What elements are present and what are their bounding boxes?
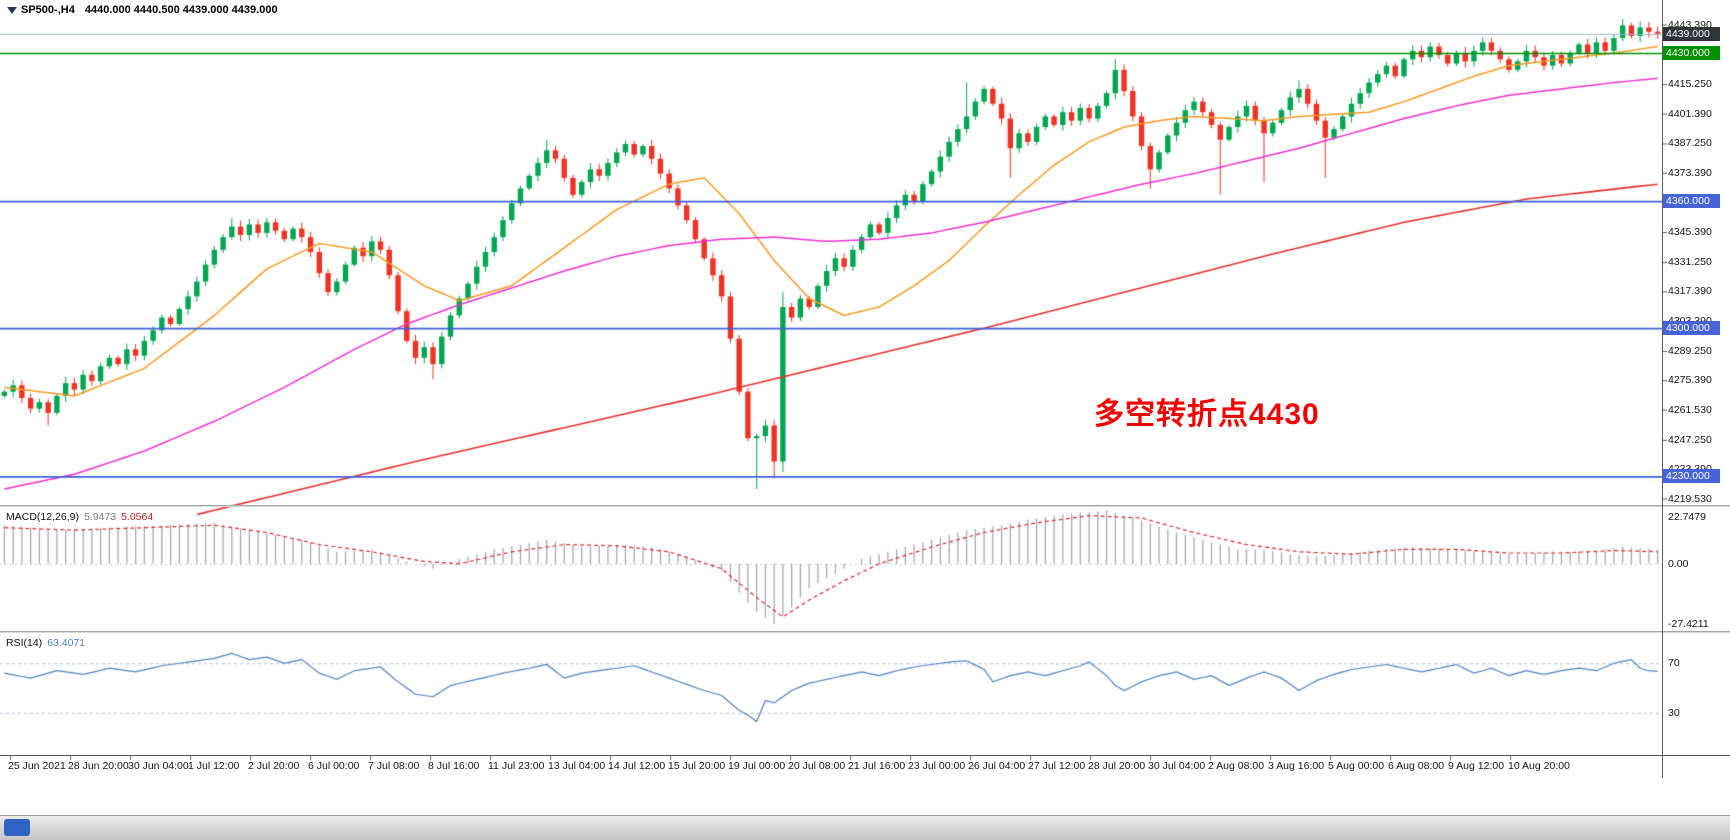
price-tick-label: 4331.250: [1668, 255, 1712, 268]
price-tick-label: 4345.390: [1668, 226, 1712, 239]
time-axis-label: 6 Aug 08:00: [1388, 760, 1445, 772]
time-axis-label: 8 Jul 16:00: [428, 760, 480, 772]
macd-axis-label: 22.7479: [1668, 511, 1706, 523]
price-axis-border: [1662, 0, 1663, 778]
chart-symbol-icon: [7, 7, 17, 14]
price-tick-label: 4317.390: [1668, 285, 1712, 298]
symbol-timeframe-label: SP500-,H4: [21, 4, 75, 16]
price-tag-4360.000: 4360.000: [1663, 194, 1720, 209]
price-tick-label: 4387.250: [1668, 137, 1712, 150]
price-tick-label: 4401.390: [1668, 107, 1712, 120]
time-axis-label: 6 Jul 00:00: [308, 760, 360, 772]
time-axis-label: 11 Jul 23:00: [488, 760, 545, 772]
time-axis-label: 25 Jun 2021: [8, 760, 66, 772]
time-axis-label: 9 Aug 12:00: [1448, 760, 1505, 772]
time-axis-label: 27 Jul 12:00: [1028, 760, 1086, 772]
chart-title: SP500-,H4 4440.000 4440.500 4439.000 443…: [21, 4, 278, 16]
time-axis-label: 28 Jun 20:00: [68, 760, 129, 772]
price-tag-4439.000: 4439.000: [1663, 26, 1720, 41]
macd-indicator-label: MACD(12,26,9) 5.9473 5.0564: [6, 511, 153, 523]
rsi-value: 63.4071: [47, 637, 86, 649]
time-axis-label: 10 Aug 20:00: [1508, 760, 1570, 772]
rsi-axis-label: 30: [1668, 706, 1680, 719]
time-axis-label: 23 Jul 00:00: [908, 760, 966, 772]
time-axis-label: 30 Jun 04:00: [128, 760, 189, 772]
macd-signal-value: 5.0564: [121, 511, 154, 523]
time-axis-label: 30 Jul 04:00: [1148, 760, 1206, 772]
time-axis-label: 13 Jul 04:00: [548, 760, 606, 772]
rsi-indicator-label: RSI(14) 63.4071: [6, 637, 85, 649]
price-tick-label: 4247.250: [1668, 433, 1712, 446]
chart-annotation-text: 多空转折点4430: [1094, 398, 1320, 431]
time-axis-label: 3 Aug 16:00: [1268, 760, 1325, 772]
price-tag-4430.000: 4430.000: [1663, 45, 1720, 60]
time-axis-label: 2 Aug 08:00: [1208, 760, 1265, 772]
time-axis-border: [0, 755, 1730, 756]
price-tag-4230.000: 4230.000: [1663, 469, 1720, 484]
bottom-bar-accent: [4, 819, 30, 836]
macd-axis-label: -27.4211: [1668, 618, 1709, 630]
rsi-axis-label: 70: [1668, 657, 1680, 670]
time-axis-label: 1 Jul 12:00: [188, 760, 240, 772]
macd-axis-label: 0.00: [1668, 557, 1689, 570]
time-axis-label: 26 Jul 04:00: [968, 760, 1026, 772]
macd-main-value: 5.9473: [83, 511, 117, 523]
time-axis-label: 7 Jul 08:00: [368, 760, 420, 772]
price-tick-label: 4415.250: [1668, 78, 1712, 91]
price-tick-label: 4289.250: [1668, 344, 1712, 357]
bottom-bar: [0, 815, 1730, 840]
price-tick-label: 4261.530: [1668, 403, 1712, 416]
price-tick-label: 4373.390: [1668, 166, 1712, 179]
panel-splitter-rsi[interactable]: [0, 631, 1730, 633]
time-axis-label: 20 Jul 08:00: [788, 760, 846, 772]
macd-name: MACD(12,26,9): [6, 511, 79, 523]
price-tick-label: 4275.390: [1668, 374, 1712, 387]
time-axis-label: 15 Jul 20:00: [668, 760, 726, 772]
time-axis-label: 5 Aug 00:00: [1328, 760, 1385, 772]
price-tick-label: 4219.530: [1668, 492, 1712, 505]
ohlc-values: 4440.000 4440.500 4439.000 4439.000: [84, 4, 278, 16]
rsi-name: RSI(14): [6, 637, 43, 649]
time-axis-label: 14 Jul 12:00: [608, 760, 666, 772]
time-axis-label: 19 Jul 00:00: [728, 760, 786, 772]
price-tag-4300.000: 4300.000: [1663, 321, 1720, 336]
time-axis-label: 28 Jul 20:00: [1088, 760, 1146, 772]
time-axis-label: 21 Jul 16:00: [848, 760, 906, 772]
time-axis-label: 2 Jul 20:00: [248, 760, 300, 772]
panel-splitter-macd[interactable]: [0, 505, 1730, 507]
